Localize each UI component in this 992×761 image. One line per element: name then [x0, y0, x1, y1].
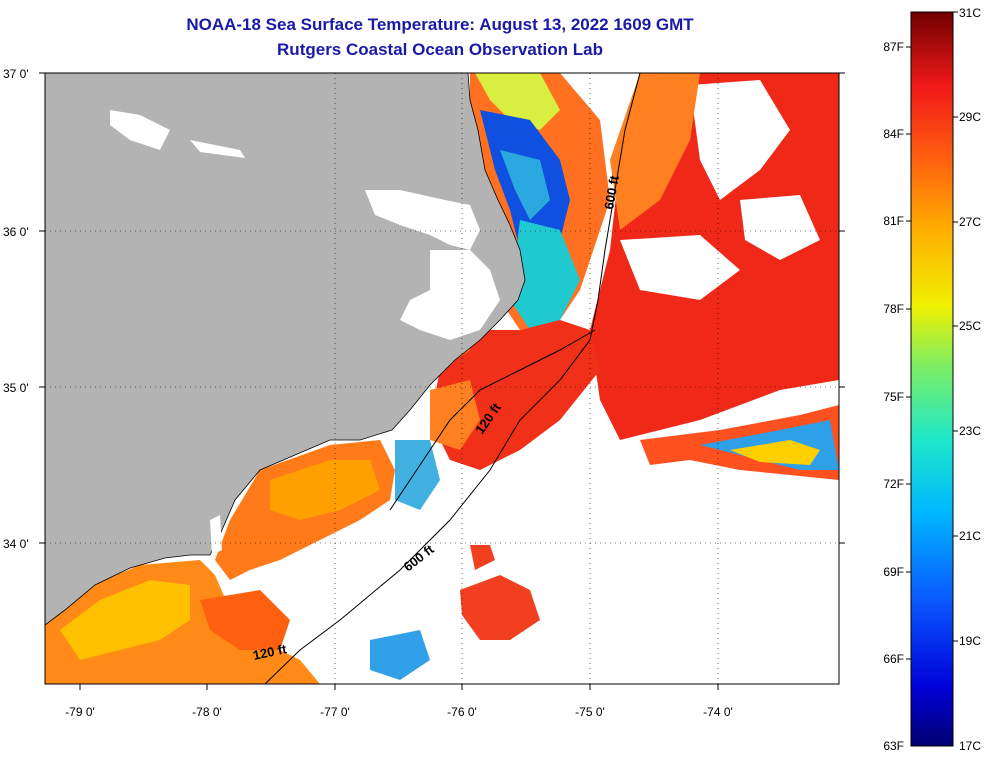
lon-label-75: -75 0'	[575, 705, 605, 719]
graticule	[45, 73, 839, 684]
colorbar-c-25: 25C	[959, 319, 981, 333]
colorbar-c-21: 21C	[959, 529, 981, 543]
colorbar-f-78: 78F	[883, 302, 904, 316]
sst-overlay	[45, 73, 839, 684]
pamlico-sound	[400, 250, 500, 340]
colorbar-f-75: 75F	[883, 390, 904, 404]
colorbar-ticks	[906, 11, 958, 660]
colorbar-f-69: 69F	[883, 565, 904, 579]
lon-label-76: -76 0'	[447, 705, 477, 719]
lon-label-74: -74 0'	[703, 705, 733, 719]
cape-fear-river	[210, 515, 222, 555]
colorbar-f-63: 63F	[883, 739, 904, 753]
albemarle-river	[110, 110, 170, 150]
lat-label-34: 34 0'	[3, 537, 29, 551]
colorbar-f-84: 84F	[883, 127, 904, 141]
lat-label-36: 36 0'	[3, 225, 29, 239]
colorbar-f-87: 87F	[883, 40, 904, 54]
colorbar-c-23: 23C	[959, 424, 981, 438]
map-subtitle: Rutgers Coastal Ocean Observation Lab	[277, 40, 603, 59]
lat-label-35: 35 0'	[3, 381, 29, 395]
colorbar-c-27: 27C	[959, 215, 981, 229]
colorbar-c-17: 17C	[959, 739, 981, 753]
colorbar-c-31: 31C	[959, 6, 981, 20]
contour-label-600ft-north: 600 ft	[601, 174, 622, 211]
isobaths	[264, 72, 641, 685]
colorbar-f-81: 81F	[883, 214, 904, 228]
plot-frame	[44, 72, 840, 685]
lon-ticks	[79, 684, 719, 690]
colorbar-c-29: 29C	[959, 110, 981, 124]
neuse-river	[190, 140, 245, 158]
chesapeake-area	[365, 190, 480, 250]
lat-ticks	[39, 72, 845, 544]
contour-label-120ft-south: 120 ft	[252, 641, 289, 663]
lon-label-77: -77 0'	[320, 705, 350, 719]
lon-label-79: -79 0'	[65, 705, 95, 719]
lat-label-37: 37 0'	[3, 67, 29, 81]
map-title: NOAA-18 Sea Surface Temperature: August …	[186, 15, 694, 34]
colorbar	[910, 11, 954, 747]
colorbar-f-72: 72F	[883, 477, 904, 491]
colorbar-f-66: 66F	[883, 652, 904, 666]
lon-label-78: -78 0'	[192, 705, 222, 719]
colorbar-c-19: 19C	[959, 634, 981, 648]
